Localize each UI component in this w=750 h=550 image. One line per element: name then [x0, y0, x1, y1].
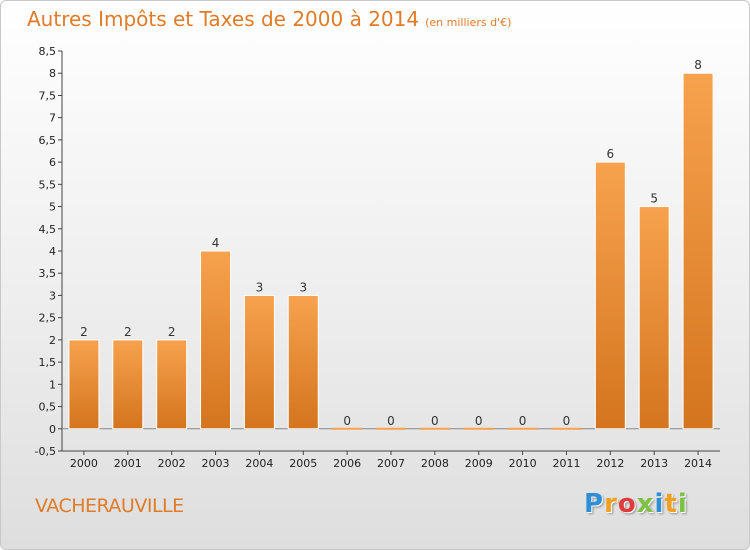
data-label: 0 — [475, 414, 483, 428]
bar — [156, 339, 188, 430]
data-label: 2 — [124, 325, 132, 339]
logo-letter: x — [636, 489, 655, 519]
x-tick-label: 2004 — [245, 457, 273, 470]
y-tick-label: 3 — [49, 289, 56, 302]
x-tick-label: 2005 — [289, 457, 317, 470]
y-tick-label: 7 — [49, 112, 56, 125]
y-tick-label: 2 — [49, 334, 56, 347]
y-tick-label: 4 — [49, 245, 56, 258]
data-label: 8 — [694, 58, 702, 72]
x-tick-label: 2014 — [684, 457, 712, 470]
y-tick-label: 5 — [49, 201, 56, 214]
bar — [463, 427, 494, 430]
x-tick-label: 2010 — [509, 457, 537, 470]
x-tick-label: 2001 — [114, 457, 142, 470]
bar — [332, 427, 363, 430]
x-tick-label: 2012 — [596, 457, 624, 470]
x-tick-label: 2008 — [421, 457, 449, 470]
bar — [287, 294, 319, 430]
bar — [200, 250, 232, 430]
bar — [638, 206, 670, 430]
bar — [507, 427, 538, 430]
y-tick-label: 1 — [49, 378, 56, 391]
y-tick-label: 6 — [49, 156, 56, 169]
y-tick-label: 8 — [49, 67, 56, 80]
proxiti-logo[interactable]: Proxiti — [584, 489, 688, 519]
data-label: 2 — [80, 325, 88, 339]
chart-title-text: Autres Impôts et Taxes de 2000 à 2014 — [27, 7, 420, 31]
bar — [376, 427, 406, 430]
logo-letter: r — [604, 489, 618, 519]
y-tick-label: 1,5 — [39, 356, 57, 369]
data-label: 6 — [607, 147, 615, 161]
bar — [243, 294, 275, 430]
bar — [419, 427, 450, 430]
data-label: 0 — [387, 414, 395, 428]
logo-letter: i — [677, 489, 688, 519]
bar — [682, 72, 714, 430]
y-tick-label: 5,5 — [39, 178, 57, 191]
y-tick-label: -0,5 — [35, 445, 56, 458]
data-label: 3 — [299, 280, 307, 294]
data-label: 4 — [212, 236, 220, 250]
y-tick-label: 4,5 — [39, 223, 57, 236]
data-label: 5 — [650, 192, 658, 206]
logo-letter: t — [664, 489, 678, 519]
y-tick-label: 7,5 — [39, 89, 57, 102]
y-tick-label: 2,5 — [39, 312, 57, 325]
bar — [594, 161, 626, 430]
bar — [551, 427, 582, 430]
data-label: 0 — [343, 414, 351, 428]
chart-subtitle: (en milliers d'€) — [425, 16, 512, 29]
bar — [112, 339, 144, 430]
chart-title: Autres Impôts et Taxes de 2000 à 2014 (en… — [27, 7, 511, 31]
y-tick-label: 0,5 — [39, 401, 57, 414]
data-label: 2 — [168, 325, 176, 339]
data-label: 0 — [431, 414, 439, 428]
y-tick-label: 6,5 — [39, 134, 57, 147]
x-tick-label: 2009 — [465, 457, 493, 470]
logo-letter: P — [584, 489, 605, 519]
logo-letter: o — [617, 489, 637, 519]
data-label: 0 — [519, 414, 527, 428]
data-label: 3 — [256, 280, 264, 294]
x-tick-label: 2000 — [70, 457, 98, 470]
y-tick-label: 0 — [49, 423, 56, 436]
x-tick-label: 2002 — [158, 457, 186, 470]
y-tick-label: 8,5 — [39, 45, 57, 58]
bar — [68, 339, 100, 430]
x-tick-label: 2007 — [377, 457, 405, 470]
x-tick-label: 2003 — [202, 457, 230, 470]
y-tick-label: 3,5 — [39, 267, 57, 280]
logo-letter: i — [654, 489, 665, 519]
x-tick-label: 2011 — [552, 457, 580, 470]
x-tick-label: 2013 — [640, 457, 668, 470]
commune-name: VACHERAUVILLE — [35, 495, 184, 517]
x-tick-label: 2006 — [333, 457, 361, 470]
data-label: 0 — [563, 414, 571, 428]
